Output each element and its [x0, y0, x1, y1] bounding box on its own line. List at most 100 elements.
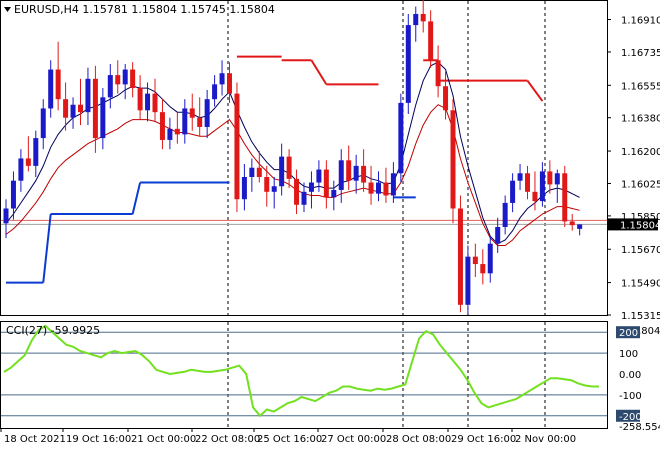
x-tick-label: 21 Oct 00:00	[131, 434, 196, 445]
cci-tick-label: -100	[619, 391, 642, 402]
candle	[249, 158, 255, 192]
y-tick-label: 1.15670	[621, 245, 660, 256]
candle	[85, 67, 91, 126]
candle	[376, 171, 381, 202]
symbol-dropdown-icon[interactable]	[4, 7, 11, 12]
y-tick-label: 1.16735	[621, 48, 660, 59]
candle	[227, 62, 232, 103]
candle-body	[197, 117, 203, 127]
candle-body	[323, 169, 329, 198]
cci-tick-label: 0.00	[619, 370, 641, 381]
candle-body	[435, 60, 441, 87]
red-level-segment	[526, 80, 544, 102]
candle-body	[204, 99, 210, 127]
candle	[487, 236, 493, 283]
candle-body	[294, 178, 300, 205]
candle	[152, 78, 158, 122]
candle-body	[420, 13, 426, 22]
candle-body	[338, 160, 344, 190]
candle	[78, 78, 83, 126]
current-price-box	[608, 218, 658, 231]
candle	[145, 82, 151, 122]
candle	[241, 164, 247, 211]
cci-tick-label: 200	[619, 328, 638, 339]
cci-tick-label: 100	[619, 349, 638, 360]
candle-body	[353, 165, 359, 181]
cci-tick-label: -258.554	[619, 422, 660, 433]
y-tick-label: 1.16555	[621, 81, 660, 92]
y-tick-label: 1.15850	[621, 212, 660, 223]
candle-body	[3, 208, 9, 224]
candle-body	[107, 75, 113, 98]
candle-body	[554, 173, 560, 185]
candle	[323, 160, 329, 209]
candle	[398, 93, 404, 183]
candle	[10, 171, 16, 220]
candle-body	[279, 156, 285, 187]
candle	[331, 180, 337, 211]
candle	[182, 99, 188, 144]
candle-body	[301, 191, 307, 205]
candle-body	[241, 176, 247, 200]
candle-body	[308, 182, 314, 192]
price-y-axis: 1.16910 1.16735 1.16555 1.16380 1.16200 1.160…	[607, 16, 660, 322]
candle-body	[383, 182, 389, 196]
candle	[517, 164, 523, 190]
candle-body	[234, 93, 240, 200]
y-tick-label: 1.15490	[621, 279, 660, 290]
candle	[554, 169, 560, 203]
candle	[480, 249, 486, 285]
candle	[420, 0, 426, 33]
y-tick-label: 1.15315	[621, 311, 660, 322]
candle	[435, 45, 441, 98]
y-tick-label: 1.16380	[621, 114, 660, 125]
cci-line	[3, 324, 599, 418]
cci-level-box	[616, 326, 640, 339]
candle-body	[55, 69, 61, 100]
candle-body	[361, 165, 367, 183]
candle-body	[137, 88, 143, 111]
candle	[264, 165, 270, 207]
candle	[122, 63, 128, 100]
candle	[159, 99, 165, 150]
candle	[316, 160, 322, 192]
candle-body	[227, 73, 232, 94]
candle	[539, 162, 545, 207]
candle	[25, 136, 31, 172]
candle	[256, 151, 262, 183]
candle	[18, 149, 24, 192]
candle	[55, 41, 61, 111]
candle-body	[502, 202, 508, 228]
level-lines	[6, 55, 544, 284]
candle	[405, 13, 411, 115]
candle	[495, 217, 501, 253]
candle	[130, 62, 136, 98]
candle	[197, 97, 203, 137]
candle	[428, 10, 434, 68]
candle	[465, 245, 471, 315]
candle-body	[495, 227, 501, 244]
candle-body	[189, 108, 195, 118]
candle	[510, 173, 516, 213]
candle	[346, 145, 352, 190]
candles	[3, 0, 583, 315]
candle-body	[390, 173, 396, 196]
candle-body	[182, 108, 188, 135]
candle	[286, 149, 292, 189]
candle-body	[368, 182, 374, 194]
candle-body	[286, 156, 292, 179]
candle-body	[48, 69, 54, 109]
candle-body	[92, 78, 98, 139]
blue-level-segment	[131, 182, 142, 215]
candle-body	[271, 186, 277, 192]
candle-body	[457, 208, 463, 305]
candle-body	[63, 99, 69, 118]
candle-body	[159, 112, 165, 140]
price-panel-frame	[0, 0, 608, 316]
candle	[472, 243, 478, 278]
candle	[502, 195, 508, 235]
candle	[219, 60, 225, 96]
candle-body	[85, 78, 91, 113]
cci-level-box	[616, 409, 640, 422]
candle-body	[33, 138, 39, 166]
